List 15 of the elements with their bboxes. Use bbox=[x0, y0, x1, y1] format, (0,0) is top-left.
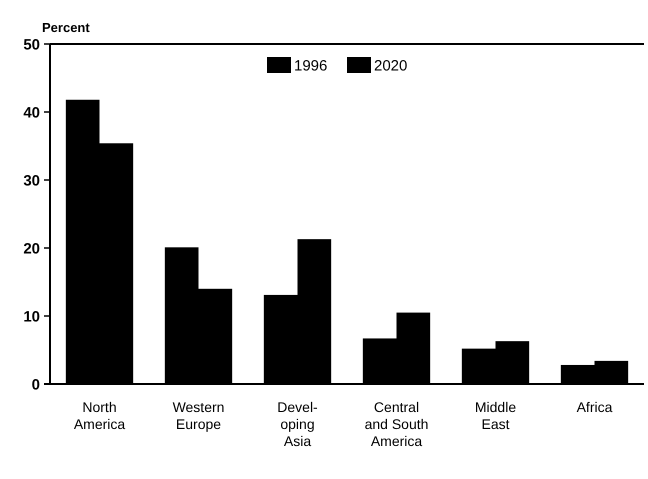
legend-label: 2020 bbox=[374, 57, 408, 74]
x-tick-label: Middle East bbox=[474, 399, 516, 432]
x-tick-label: Western Europe bbox=[172, 399, 224, 432]
x-tick-label: Devel- oping Asia bbox=[277, 399, 318, 449]
y-tick-label: 20 bbox=[23, 240, 40, 258]
x-tick-label: North America bbox=[74, 399, 126, 432]
y-axis-title: Percent bbox=[42, 20, 90, 35]
y-tick-label: 40 bbox=[23, 104, 40, 122]
y-tick-label: 50 bbox=[23, 36, 40, 54]
x-tick-label: Africa bbox=[576, 399, 613, 415]
x-tick-label: Central and South America bbox=[364, 399, 428, 449]
y-tick-label: 30 bbox=[23, 172, 40, 190]
y-tick-label: 10 bbox=[23, 308, 40, 326]
y-tick-label: 0 bbox=[32, 376, 40, 394]
legend-label: 1996 bbox=[294, 57, 328, 74]
